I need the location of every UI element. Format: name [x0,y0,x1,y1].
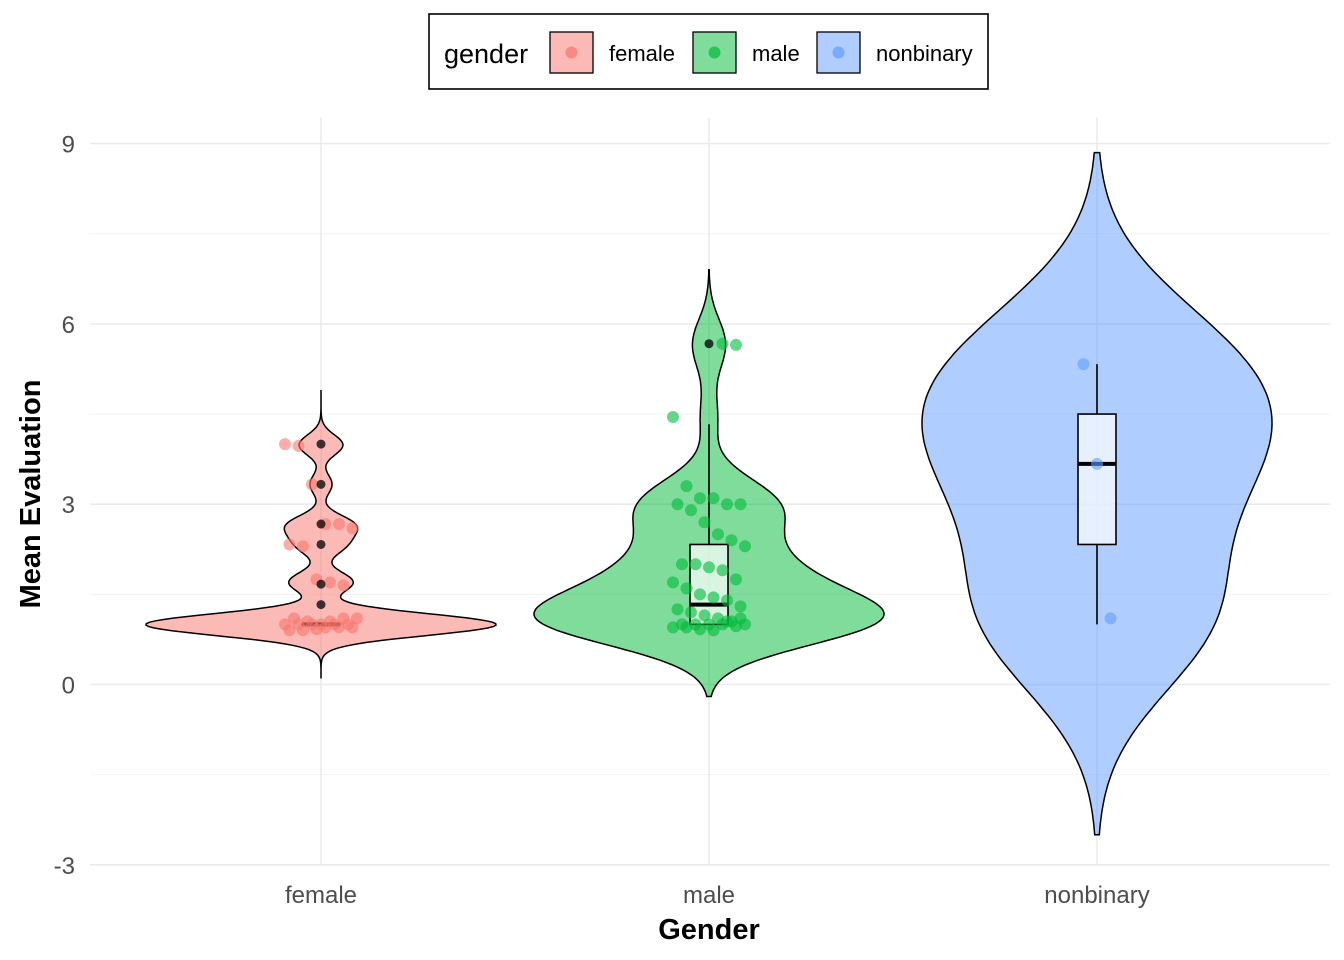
jitter-point-male [739,540,751,553]
jitter-point-male [694,588,706,601]
jitter-point-male [716,564,729,577]
jitter-point-male [707,624,720,637]
jitter-point-male [680,582,693,595]
jitter-point-male [707,591,720,604]
legend-label-female: female [609,41,675,66]
jitter-point-male [689,558,702,571]
point-layer [279,337,1117,637]
y-tick-labels: -3 0 3 6 9 [54,132,75,880]
jitter-point-male [730,338,742,351]
outlier-point-female [316,579,326,589]
jitter-point-male [667,411,679,424]
legend-items: female male nonbinary [549,31,973,74]
jitter-point-male [716,337,729,350]
outlier-point-female [316,600,326,610]
jitter-point-female [346,522,359,535]
jitter-point-male [725,534,738,547]
jitter-point-female [333,621,345,634]
jitter-point-female [297,624,309,637]
jitter-point-male [676,558,688,571]
outlier-point-female [316,439,326,449]
legend-label-nonbinary: nonbinary [876,41,973,66]
jitter-point-female [292,439,305,452]
jitter-point-female [324,615,336,628]
jitter-point-female [337,612,350,625]
jitter-point-male [680,621,693,634]
x-tick-labels: female male nonbinary [285,882,1150,909]
jitter-point-male [734,498,747,511]
jitter-point-female [351,612,363,625]
jitter-point-male [667,576,679,589]
jitter-point-male [734,600,747,613]
jitter-point-female [306,478,318,491]
legend-label-male: male [752,41,800,66]
jitter-point-male [671,603,684,616]
jitter-point-female [279,438,291,451]
x-tick-label: nonbinary [1044,882,1149,909]
y-tick-label: 3 [62,492,75,519]
outlier-point-male [704,339,714,349]
jitter-point-male [698,609,711,622]
jitter-point-male [707,492,720,505]
jitter-point-female [283,538,296,551]
jitter-point-female [337,579,350,592]
jitter-point-female [333,518,345,531]
legend-title: gender [444,39,528,69]
jitter-point-male [721,615,733,628]
jitter-point-female [324,576,336,589]
jitter-point-male [680,480,693,493]
jitter-point-male [734,612,747,625]
jitter-point-nonbinary [1091,457,1103,470]
jitter-point-male [721,498,733,511]
outlier-point-female [316,479,326,489]
jitter-point-female [310,623,323,636]
jitter-point-male [698,516,711,529]
jitter-point-female [283,624,296,637]
outlier-point-female [316,539,326,549]
legend-key-point-nonbinary [832,46,845,59]
x-axis-title: Gender [658,914,760,946]
jitter-point-nonbinary [1104,612,1117,625]
jitter-point-male [685,606,697,619]
box-nonbinary [1077,413,1117,546]
jitter-point-male [730,573,742,586]
legend-key-point-male [708,46,721,59]
jitter-point-nonbinary [1077,358,1090,371]
jitter-point-male [685,504,697,517]
violin-female [145,390,497,679]
jitter-point-male [694,492,706,505]
jitter-point-male [671,498,684,511]
jitter-point-female [297,540,309,553]
jitter-point-male [694,623,706,636]
y-tick-label: 6 [62,312,75,339]
legend: gender female male nonbinary [428,13,989,90]
jitter-point-male [712,528,724,541]
outlier-point-female [316,519,326,529]
y-tick-label: 9 [62,132,75,159]
jitter-point-female [346,621,359,634]
y-tick-label: -3 [54,853,75,880]
y-axis-title: Mean Evaluation [15,380,47,609]
x-tick-label: female [285,882,357,909]
x-tick-label: male [683,882,735,909]
jitter-point-male [703,561,715,574]
jitter-point-male [721,594,733,607]
legend-key-point-female [565,46,578,59]
jitter-point-male [667,621,679,634]
y-tick-label: 0 [62,673,75,700]
